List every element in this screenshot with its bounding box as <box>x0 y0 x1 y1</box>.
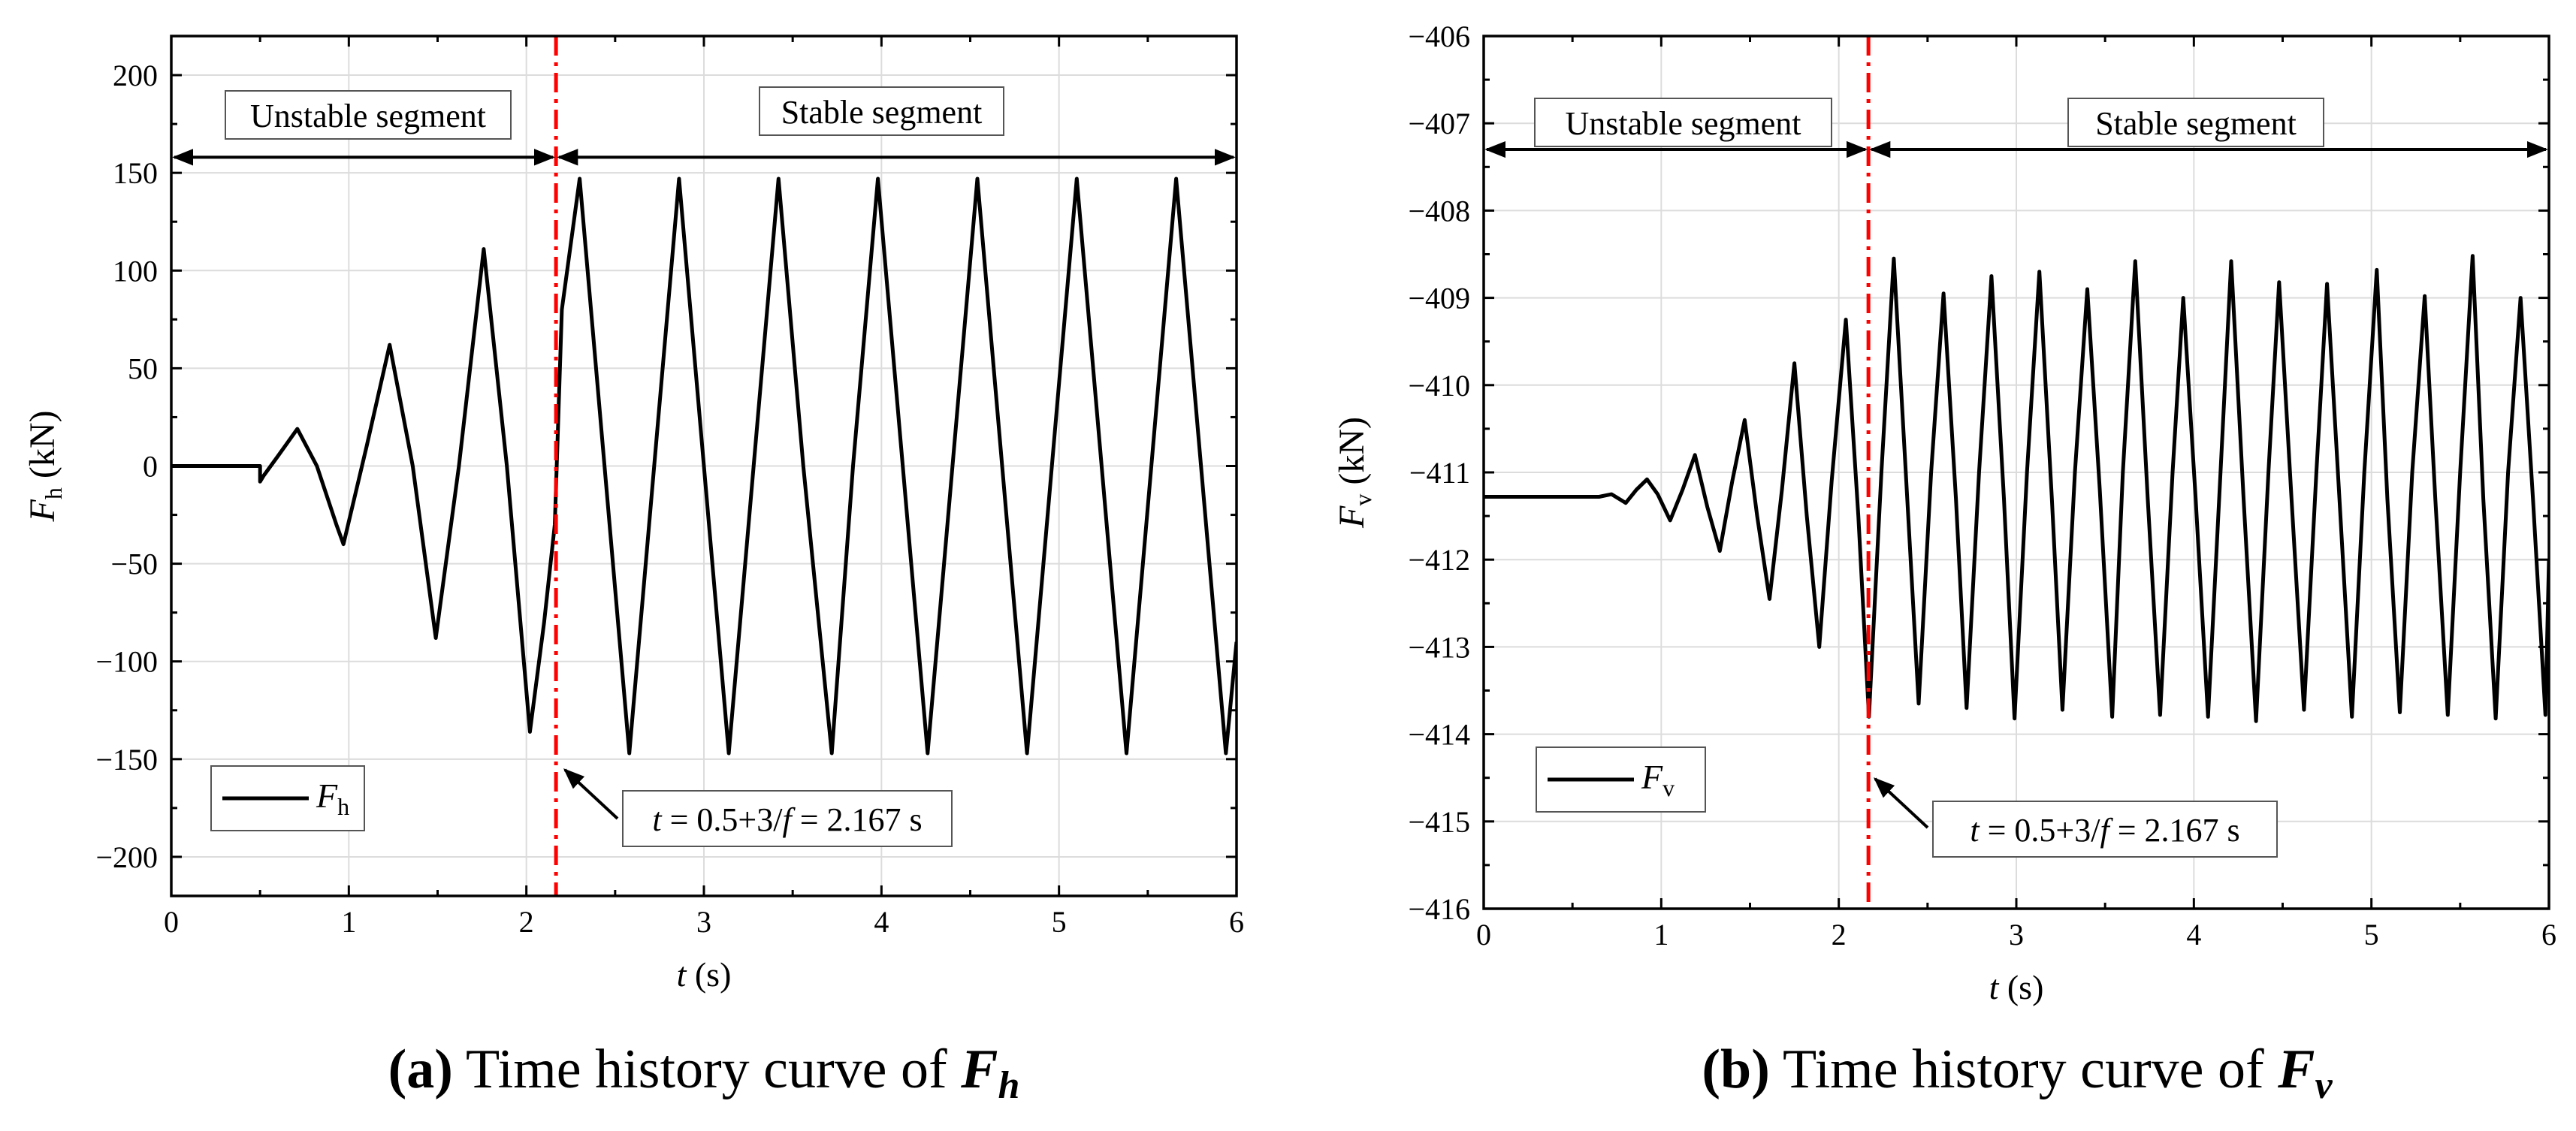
y-tick-label: −150 <box>95 743 158 777</box>
panel-a: Unstable segment Stable segment 0 1 2 3 4 5 6 −20… <box>23 35 1244 1107</box>
y-tick-label: −415 <box>1408 805 1470 839</box>
text-part: (kN) <box>1332 417 1372 494</box>
x-tick-label: 1 <box>1653 918 1669 952</box>
x-tick-label: 2 <box>1832 918 1847 952</box>
ticks <box>1482 35 2550 910</box>
x-tick-label: 6 <box>2541 918 2556 952</box>
y-tick-label: −100 <box>95 645 158 679</box>
x-tick-label: 1 <box>341 905 356 939</box>
panel-caption: (b) Time history curve of Fv <box>1702 1039 2333 1107</box>
x-tick-label: 4 <box>2186 918 2201 952</box>
text-part: (s) <box>686 955 731 994</box>
unstable-segment-box <box>225 90 512 140</box>
text-part: F <box>316 777 338 815</box>
annotation-text: t = 0.5+3/f = 2.167 s <box>1970 812 2239 849</box>
x-tick-label: 6 <box>1229 905 1244 939</box>
text-part: = 0.5+3/ <box>662 801 784 838</box>
y-tick-label: 100 <box>113 254 158 288</box>
y-tick-label: 200 <box>113 59 158 92</box>
stable-segment-label: Stable segment <box>781 94 983 131</box>
y-axis-label: Fv (kN) <box>1332 417 1376 529</box>
text-part: Time history curve of <box>453 1039 961 1100</box>
x-tick-label: 5 <box>1052 905 1067 939</box>
text-part: Time history curve of <box>1770 1039 2278 1100</box>
annotation-text: t = 0.5+3/f = 2.167 s <box>652 801 922 838</box>
text-part: = 2.167 s <box>792 801 923 838</box>
y-tick-label: −50 <box>110 547 158 581</box>
text-part: t <box>677 955 687 994</box>
y-tick-label: −200 <box>95 840 158 874</box>
y-tick-label: −416 <box>1408 892 1470 926</box>
x-axis-label: t (s) <box>1989 968 2044 1006</box>
series-line-Fh <box>171 176 1237 756</box>
x-tick-label: 3 <box>2009 918 2024 952</box>
text-part: (a) <box>388 1039 453 1100</box>
text-part: h <box>40 487 67 499</box>
y-tick-label: −410 <box>1408 369 1470 403</box>
x-tick-label: 2 <box>519 905 534 939</box>
unstable-segment-label: Unstable segment <box>250 98 486 134</box>
unstable-segment-label: Unstable segment <box>1565 105 1801 142</box>
text-part: t <box>1970 812 1980 849</box>
annotation-arrow <box>1873 777 1929 829</box>
text-part: F <box>2277 1039 2315 1100</box>
x-tick-label: 0 <box>1476 918 1491 952</box>
y-tick-label: −412 <box>1408 543 1470 577</box>
x-tick-label: 3 <box>696 905 711 939</box>
text-part: F <box>1641 758 1663 796</box>
text-part: (kN) <box>23 411 62 488</box>
text-part: h <box>337 793 349 820</box>
panel-caption: (a) Time history curve of Fh <box>388 1039 1020 1107</box>
text-part: = 0.5+3/ <box>1980 812 2101 849</box>
y-tick-label: −408 <box>1408 194 1470 228</box>
series-line-Fv <box>1484 254 2549 723</box>
text-part: = 2.167 s <box>2109 812 2240 849</box>
text-part: v <box>1662 774 1675 801</box>
y-tick-label: 50 <box>128 351 158 385</box>
y-tick-label: −413 <box>1408 630 1470 664</box>
annotation-box <box>622 790 953 847</box>
y-tick-label: −409 <box>1408 282 1470 315</box>
y-tick-label: −406 <box>1408 20 1470 53</box>
x-tick-label: 5 <box>2364 918 2379 952</box>
y-tick-label: −407 <box>1408 107 1470 140</box>
panel-b: Unstable segment Stable segment 0 1 2 3 4 5 6 −41… <box>1332 20 2556 1107</box>
x-tick-label: 4 <box>874 905 889 939</box>
text-part: (b) <box>1702 1039 1769 1100</box>
legend-label: Fv <box>1641 758 1675 801</box>
stable-segment-box <box>2067 98 2324 147</box>
text-part: F <box>23 499 62 522</box>
text-part: v <box>2315 1064 2333 1107</box>
y-tick-label: −411 <box>1409 456 1470 490</box>
text-part: F <box>1332 505 1372 529</box>
text-part: h <box>998 1064 1020 1107</box>
text-part: t <box>1989 968 2000 1006</box>
ticks <box>170 36 1238 896</box>
x-axis-label: t (s) <box>677 955 732 994</box>
unstable-segment-box <box>1534 98 1832 147</box>
x-tick-label: 0 <box>164 905 179 939</box>
y-tick-label: 0 <box>143 450 158 484</box>
y-tick-label: −414 <box>1408 718 1470 752</box>
text-part: F <box>960 1039 998 1100</box>
annotation-box <box>1932 801 2278 858</box>
stable-segment-label: Stable segment <box>2095 105 2297 142</box>
text-part: t <box>652 801 663 838</box>
stable-segment-box <box>759 86 1004 136</box>
annotation-arrow <box>563 768 619 820</box>
text-part: v <box>1349 494 1376 506</box>
y-axis-label: Fh (kN) <box>23 411 67 523</box>
y-tick-label: 150 <box>113 156 158 190</box>
legend-label: Fh <box>316 777 349 820</box>
text-part: (s) <box>1998 968 2043 1006</box>
